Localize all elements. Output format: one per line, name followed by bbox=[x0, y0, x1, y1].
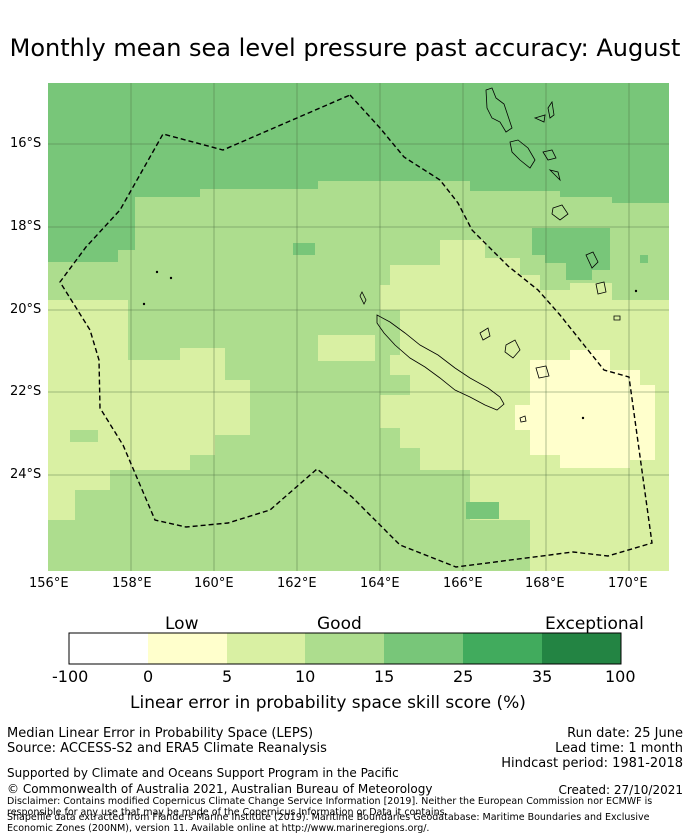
coast-small-isles bbox=[359, 169, 561, 305]
footer-lead-time: Lead time: 1 month bbox=[555, 741, 683, 756]
lat-label: 24°S bbox=[10, 467, 42, 482]
coast-vanuatu-south bbox=[551, 204, 621, 321]
islet bbox=[581, 416, 585, 420]
field-patch-b bbox=[640, 255, 648, 263]
colorbar-swatch-3 bbox=[227, 633, 305, 664]
colorbar-outline bbox=[68, 632, 622, 665]
footer-leps: Median Linear Error in Probability Space… bbox=[7, 726, 314, 741]
eez-boundary bbox=[59, 94, 653, 568]
lon-label: 164°E bbox=[360, 576, 400, 591]
coast-vanuatu-north bbox=[485, 87, 513, 133]
footer-copyright: © Commonwealth of Australia 2021, Austra… bbox=[7, 782, 433, 796]
colorbar-tick: 10 bbox=[295, 667, 316, 686]
lon-label: 160°E bbox=[194, 576, 234, 591]
colorbar-tick: 100 bbox=[605, 667, 636, 686]
islet bbox=[169, 276, 173, 280]
lon-label: 162°E bbox=[277, 576, 317, 591]
colorbar-tick: 5 bbox=[222, 667, 233, 686]
field-region-southeast bbox=[515, 350, 655, 468]
field-patch-c bbox=[466, 502, 499, 519]
coast-loyalty-islands bbox=[479, 327, 550, 379]
islet bbox=[155, 270, 159, 274]
field-region-north bbox=[48, 83, 669, 229]
skill-score-field bbox=[48, 83, 669, 571]
lat-label: 18°S bbox=[10, 219, 42, 234]
field-region-mid bbox=[318, 335, 375, 361]
footer-disclaimer: Disclaimer: Contains modified Copernicus… bbox=[7, 796, 653, 807]
colorbar-tick: 15 bbox=[374, 667, 395, 686]
map-title: Monthly mean sea level pressure past acc… bbox=[9, 34, 681, 62]
lon-label: 156°E bbox=[29, 576, 69, 591]
lon-label: 158°E bbox=[112, 576, 152, 591]
colorbar-label: Linear error in probability space skill … bbox=[130, 693, 526, 713]
colorbar-swatch-7 bbox=[542, 633, 621, 664]
lat-label: 22°S bbox=[10, 384, 42, 399]
islet bbox=[634, 289, 638, 293]
lon-label: 170°E bbox=[608, 576, 648, 591]
coast-new-caledonia bbox=[376, 314, 505, 411]
colorbar-swatch-6 bbox=[463, 633, 542, 664]
footer-hindcast-period: Hindcast period: 1981-2018 bbox=[501, 756, 683, 771]
field-region-east bbox=[532, 228, 610, 280]
colorbar-category-exceptional: Exceptional bbox=[545, 614, 644, 634]
field-region-south bbox=[48, 300, 250, 520]
lat-label: 20°S bbox=[10, 302, 42, 317]
footer-created: Created: 27/10/2021 bbox=[558, 783, 683, 797]
islet bbox=[142, 302, 146, 306]
colorbar-swatch-5 bbox=[384, 633, 463, 664]
field-patch-d bbox=[300, 380, 340, 395]
field-patch-e bbox=[70, 430, 98, 442]
footer-disclaimer-line2: responsible for any use that may be made… bbox=[7, 807, 448, 818]
lon-label: 168°E bbox=[525, 576, 565, 591]
colorbar-swatch-4 bbox=[305, 633, 384, 664]
footer-support: Supported by Climate and Oceans Support … bbox=[7, 766, 399, 780]
colorbar-tick: 35 bbox=[532, 667, 553, 686]
field-region-west bbox=[48, 229, 135, 262]
colorbar-swatch-2 bbox=[148, 633, 227, 664]
colorbar-swatch-1 bbox=[69, 633, 148, 664]
colorbar-tick: -100 bbox=[52, 667, 89, 686]
field-region-ne-strip bbox=[612, 203, 669, 228]
footer-shapefile: Shapefile data extracted from Flanders M… bbox=[7, 812, 650, 834]
colorbar-tick: 25 bbox=[453, 667, 474, 686]
colorbar-category-good: Good bbox=[317, 614, 362, 634]
gridlines bbox=[48, 83, 669, 571]
lat-label: 16°S bbox=[10, 136, 42, 151]
coastlines bbox=[142, 87, 638, 423]
eez-boundary-line bbox=[59, 94, 653, 568]
coast-isle-of-pines bbox=[519, 415, 527, 423]
coast-vanuatu-mid bbox=[509, 100, 557, 169]
lon-label: 166°E bbox=[443, 576, 483, 591]
colorbar bbox=[68, 632, 622, 665]
field-patch-a bbox=[293, 243, 315, 255]
footer-run-date: Run date: 25 June bbox=[567, 726, 683, 741]
colorbar-category-low: Low bbox=[165, 614, 199, 634]
footer-source: Source: ACCESS-S2 and ERA5 Climate Reana… bbox=[7, 741, 327, 756]
colorbar-tick: 0 bbox=[143, 667, 154, 686]
